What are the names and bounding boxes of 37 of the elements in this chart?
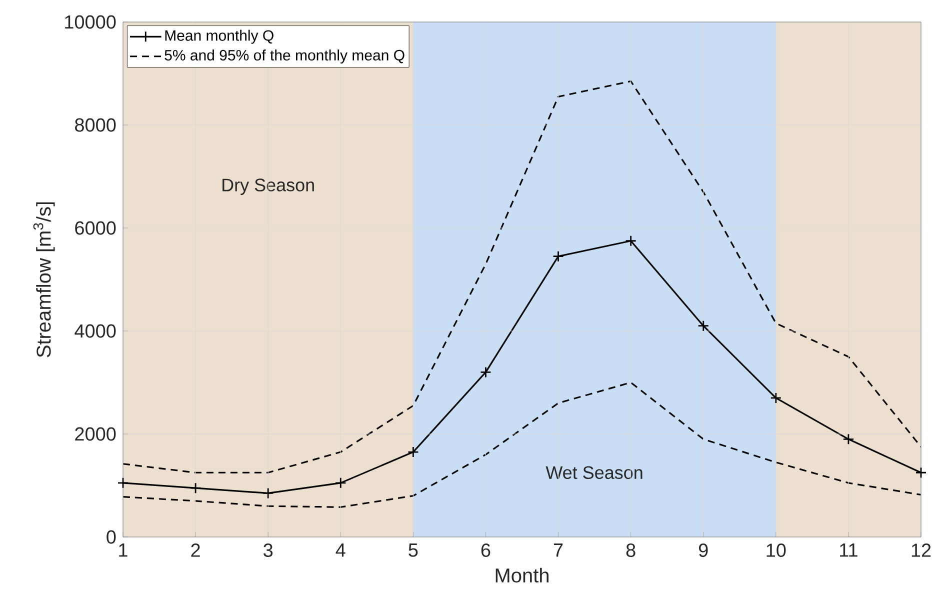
point: [625, 235, 637, 247]
line-series: [123, 382, 922, 508]
x-tick-label: 2: [191, 544, 200, 557]
x-tick-label: 7: [554, 544, 563, 557]
band-label: Dry Season: [222, 178, 314, 195]
legend-label: 5% and 95% of the monthly mean Q: [164, 50, 404, 64]
x-tick-label: 12: [912, 544, 931, 557]
y-tick-label: 8000: [75, 118, 116, 132]
point: [842, 433, 854, 445]
band-label: Wet Season: [546, 466, 642, 479]
point: [334, 477, 346, 489]
point: [407, 446, 419, 458]
legend-label: Mean monthly Q: [165, 30, 274, 44]
point: [698, 320, 710, 332]
y-tick-label: 6000: [75, 221, 116, 235]
y-tick-label: 2000: [75, 427, 116, 441]
point: [770, 392, 782, 404]
point: [262, 488, 274, 499]
x-axis-title: Month: [496, 568, 548, 583]
x-tick-label: 1: [119, 544, 128, 557]
point: [480, 366, 492, 378]
x-tick-label: 6: [481, 544, 490, 557]
x-tick-label: 4: [336, 544, 346, 557]
point: [190, 482, 202, 494]
point: [117, 477, 129, 489]
point: [552, 250, 564, 262]
y-axis-title: Streamflow [m$^{3}$/s]: [33, 202, 55, 358]
point: [915, 466, 927, 478]
x-tick-label: 9: [698, 544, 708, 557]
x-tick-label: 5: [408, 544, 418, 557]
y-tick-label: 4000: [74, 324, 116, 338]
x-tick-label: 11: [840, 544, 858, 557]
x-tick-label: 3: [264, 544, 273, 557]
x-tick-label: 10: [766, 544, 786, 557]
y-tick-label: 10000: [65, 15, 116, 29]
y-tick-label: 0: [106, 530, 116, 544]
x-tick-label: 8: [626, 544, 636, 557]
